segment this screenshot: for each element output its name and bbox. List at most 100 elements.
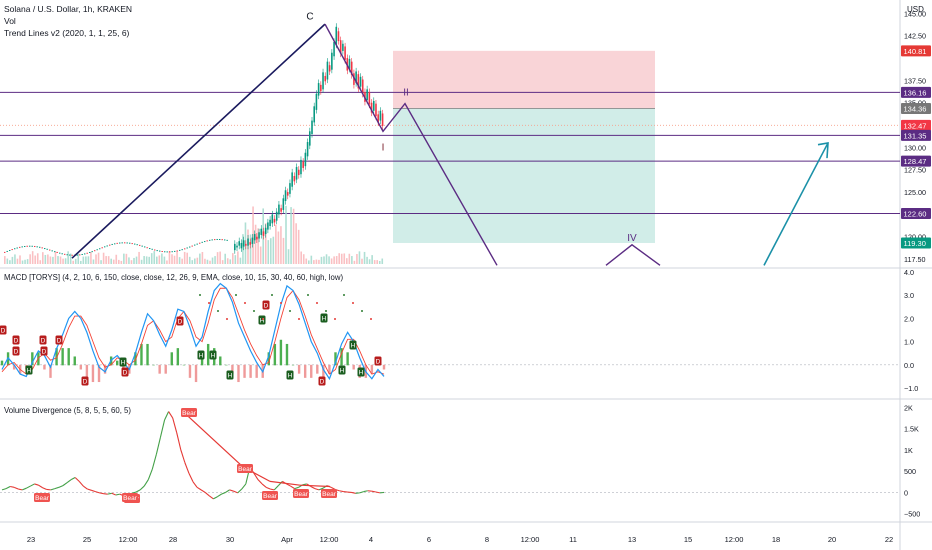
price-label-text: 122.60 <box>904 210 927 219</box>
price-label-box <box>901 155 931 167</box>
macd-histogram-bar <box>322 364 325 378</box>
volume-bar <box>211 257 214 264</box>
volume-bar <box>125 253 128 264</box>
candle-body <box>134 243 136 245</box>
volume-bar <box>338 253 340 264</box>
candle-body <box>54 251 56 253</box>
price-axis[interactable]: 145.00142.50137.50135.00130.00127.50125.… <box>901 9 931 264</box>
macd-signal-dot <box>217 310 219 312</box>
vd-line-segment <box>290 485 295 490</box>
macd-marker <box>318 376 326 386</box>
macd-marker-text: D <box>14 338 19 345</box>
candle-body <box>189 246 191 248</box>
volume-indicator-label[interactable]: Vol <box>4 16 16 26</box>
candle-body <box>326 61 329 80</box>
vd-line-segment <box>54 486 60 490</box>
candle-body <box>41 247 43 249</box>
macd-histogram-bar <box>31 352 34 366</box>
macd-marker-text: H <box>260 318 265 325</box>
candle-body <box>236 245 238 248</box>
macd-marker-text: H <box>359 370 364 377</box>
volume-bar <box>72 260 74 264</box>
candle-body <box>381 113 384 126</box>
macd-histogram-bar <box>267 352 270 366</box>
trend-lines-indicator-label[interactable]: Trend Lines v2 (2020, 1, 1, 25, 6) <box>4 28 130 38</box>
volume-bar <box>29 254 31 264</box>
candle-body <box>199 242 201 244</box>
price-tick-label: 137.50 <box>904 76 926 85</box>
vd-line-segment <box>78 481 84 487</box>
macd-marker-text: D <box>14 349 19 356</box>
volume-bar <box>285 205 287 264</box>
candle-body <box>31 245 33 247</box>
candle-body <box>109 244 111 246</box>
volume-bar <box>346 258 348 264</box>
take-profit-zone <box>393 108 655 243</box>
time-tick-label: 8 <box>485 535 489 544</box>
risk-reward-zones[interactable] <box>393 50 655 243</box>
wave-drawings[interactable] <box>71 23 829 266</box>
candle-body <box>284 190 287 201</box>
macd-marker-text: D <box>320 379 325 386</box>
volume-bar <box>138 251 140 264</box>
vd-line-segment <box>30 483 35 487</box>
macd-axis[interactable]: 4.0 3.0 2.0 1.0 0.0 −1.0 <box>904 268 918 393</box>
wave-iv-segment <box>605 243 661 266</box>
vd-line-segment <box>318 487 324 491</box>
volume-bar <box>171 254 173 264</box>
volume-divergence-title[interactable]: Volume Divergence (5, 8, 5, 5, 60, 5) <box>4 406 131 415</box>
volume-bar <box>115 254 118 264</box>
vd-line-segment <box>241 483 247 490</box>
candle-body <box>238 241 241 246</box>
candle-body <box>271 214 274 224</box>
macd-marker <box>39 335 47 345</box>
candle-body <box>372 100 375 111</box>
macd-histogram-bar <box>91 364 95 383</box>
macd-histogram-bar <box>0 360 4 366</box>
candle-body <box>184 248 186 250</box>
time-tick-label: 23 <box>27 535 35 544</box>
candle-body <box>124 242 126 244</box>
macd-histogram-bar <box>61 348 64 366</box>
macd-marker <box>286 370 294 380</box>
volume-bar <box>239 257 242 264</box>
volume-bar <box>186 252 188 264</box>
vd-line-segment <box>273 485 279 491</box>
volume-divergence-axis[interactable]: 2K 1.5K 1K 500 0 −500 <box>904 403 920 518</box>
macd-histogram-bar <box>340 348 343 366</box>
candle-body <box>96 249 98 251</box>
macd-histogram-bar <box>55 348 58 366</box>
macd-indicator-title[interactable]: MACD [TORYS] (4, 2, 10, 6, 150, close, c… <box>4 273 343 282</box>
candle-body <box>350 61 353 76</box>
horizontal-levels[interactable] <box>0 91 900 215</box>
candle-body <box>286 192 289 196</box>
candle-body <box>291 172 293 187</box>
candle-body <box>39 246 41 248</box>
volume-bar <box>290 207 292 264</box>
candle-body <box>144 246 146 248</box>
price-tick-label: 130.00 <box>904 143 926 152</box>
candle-body <box>36 246 38 248</box>
time-axis[interactable]: 23 25 12:00 28 30 Apr 12:00 4 6 8 12:00 11 13 15 12:00… <box>27 535 893 544</box>
currency-label[interactable]: USD <box>907 5 924 14</box>
volume-bar <box>270 238 272 264</box>
volume-bar <box>4 256 6 264</box>
volume-bar <box>90 252 92 264</box>
macd-histogram-bar <box>310 364 313 378</box>
volume-bar <box>237 251 239 264</box>
macd-signal-dot <box>280 302 282 304</box>
macd-signal-dot <box>334 318 336 320</box>
candle-body <box>196 243 198 245</box>
macd-histogram-bar <box>12 364 16 370</box>
volume-bar <box>335 256 338 264</box>
candle-body <box>179 249 181 251</box>
volume-bar <box>300 251 302 264</box>
volume-bar <box>264 223 267 264</box>
vd-line-segment <box>213 496 218 500</box>
volume-bar <box>59 256 62 264</box>
vd-line-segment <box>74 477 80 482</box>
candle-body <box>300 159 302 175</box>
candle-body <box>337 31 340 42</box>
